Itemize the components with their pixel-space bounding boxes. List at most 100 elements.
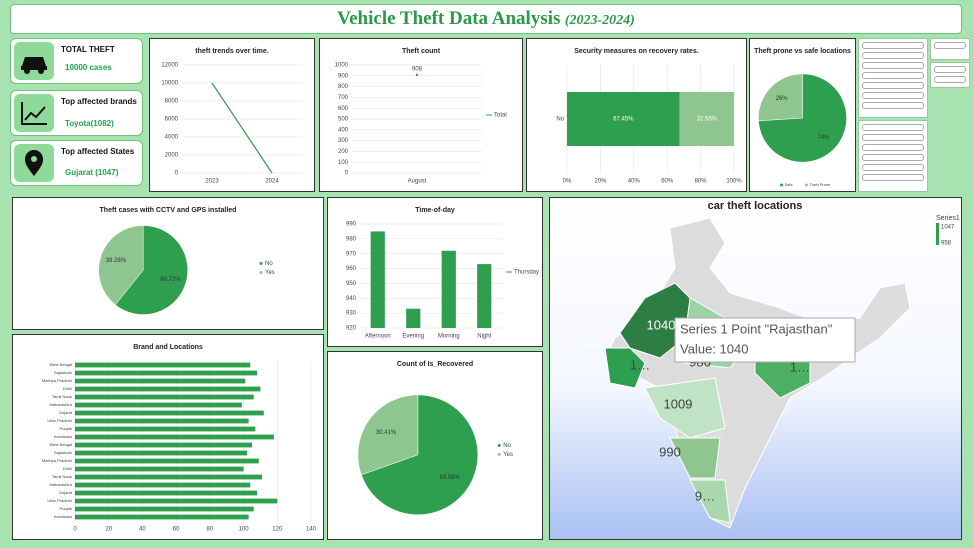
panel: Theft cases with CCTV and GPS installed 6… [12, 197, 324, 330]
bar [75, 458, 259, 464]
legend-label: Safe [785, 182, 794, 187]
chart-title: Count of Is_Recovered [397, 361, 473, 368]
pin-icon [14, 144, 54, 182]
panel: Security measures on recovery rates. 0% 20… [526, 38, 747, 192]
slicer[interactable] [858, 120, 928, 192]
car-icon [14, 42, 54, 80]
kpi-card: TOTAL THEFT 10000 cases [10, 38, 143, 84]
map-label: 9… [695, 488, 715, 503]
x-tick-label: 80 [207, 527, 214, 533]
y-tick-label: 6000 [165, 117, 179, 123]
x-tick-label: 0 [73, 527, 77, 533]
bar [567, 92, 680, 146]
bar [75, 418, 249, 424]
legend-scale [936, 223, 939, 245]
bar [75, 426, 256, 432]
x-tick-label: 100% [726, 179, 742, 185]
y-tick-label: 800 [338, 84, 349, 90]
map-label: 1009 [664, 396, 693, 411]
legend-swatch [497, 453, 501, 456]
slicer[interactable] [858, 38, 928, 118]
x-tick-label: 20 [105, 527, 112, 533]
panel: Count of Is_Recovered 69.59% No 30.41% Yes [327, 351, 543, 540]
chart-title: Theft cases with CCTV and GPS installed [100, 207, 237, 214]
kpi-label: TOTAL THEFT [61, 45, 115, 54]
bar [75, 514, 249, 520]
slicer[interactable] [930, 62, 970, 88]
legend-label: No [503, 443, 511, 449]
map-label: 1040 [647, 317, 676, 332]
bar [75, 466, 244, 472]
map: car theft locations 1040 958 986 1… 1… 1… [604, 200, 960, 529]
y-tick-label: West Bengal [49, 362, 72, 367]
y-tick-label: Rajasthan [54, 450, 72, 455]
legend-label: No [265, 261, 273, 267]
panel: Time-of-day 920 930 940 950 960 970 980 990 After… [327, 197, 543, 347]
bar [75, 378, 246, 384]
y-tick-label: Gujarat [59, 410, 73, 415]
y-tick-label: 10000 [161, 81, 178, 87]
data-label: 30.41% [376, 430, 397, 436]
map-label: 1… [790, 359, 810, 374]
map-region [644, 377, 726, 439]
kpi-label: Top affected brands [61, 97, 137, 106]
kpi-value: Gujarat (1047) [65, 168, 119, 177]
legend-label: Theft Prone [810, 182, 832, 187]
x-tick-label: 2024 [265, 179, 279, 185]
pie-slice [357, 394, 419, 476]
x-tick-label: 40% [628, 179, 641, 185]
panel: Brand and Locations 0 20 40 60 80 100 120 140 Wes… [12, 334, 324, 540]
bar [75, 362, 251, 368]
kpi-value: 10000 cases [65, 63, 112, 72]
x-tick-label: Evening [402, 334, 424, 340]
y-tick-label: 940 [346, 296, 357, 302]
data-label: 32.55% [697, 117, 718, 123]
map-region [619, 282, 691, 359]
line [211, 82, 273, 174]
chart: Security measures on recovery rates. 0% 20… [556, 48, 742, 185]
tooltip [674, 317, 856, 363]
bar [75, 386, 261, 392]
y-tick-label: Uttar Pradesh [47, 498, 72, 503]
x-tick-label: 60% [661, 179, 674, 185]
y-tick-label: 400 [338, 127, 349, 133]
map-panel: car theft locations 1040 958 986 1… 1… 1… [549, 197, 962, 540]
chart: Theft prone vs safe locations 74% Safe 26% T… [754, 48, 851, 187]
y-tick-label: 970 [346, 251, 357, 257]
chart-title: Brand and Locations [133, 344, 203, 351]
y-tick-label: Gujarat [59, 490, 73, 495]
kpi-card: Top affected States Gujarat (1047) [10, 140, 143, 186]
bar [441, 250, 456, 328]
panel: Theft count 0 100 200 300 400 500 600 700 800 900 1… [319, 38, 523, 192]
y-tick-label: Maharashtra [50, 402, 73, 407]
y-tick-label: 12000 [161, 63, 178, 69]
y-tick-label: West Bengal [49, 442, 72, 447]
slicer[interactable] [930, 38, 970, 60]
x-tick-label: 40 [139, 527, 146, 533]
chart-title: theft trends over time. [195, 48, 269, 55]
bar [75, 434, 274, 440]
legend-label: Yes [265, 270, 275, 276]
x-tick-label: 140 [306, 527, 317, 533]
chart-title: Security measures on recovery rates. [574, 48, 699, 55]
x-tick-label: 20% [594, 179, 607, 185]
y-tick-label: Uttar Pradesh [47, 418, 72, 423]
y-tick-label: 8000 [165, 99, 179, 105]
y-tick-label: Tamil Nadu [52, 474, 72, 479]
x-tick-label: Afternoon [365, 334, 391, 340]
point [415, 73, 419, 77]
bar [75, 402, 242, 408]
bar [370, 231, 385, 328]
x-tick-label: 2023 [205, 179, 219, 185]
chart: Time-of-day 920 930 940 950 960 970 980 990 After… [346, 207, 539, 340]
data-label: 60.72% [160, 277, 181, 283]
y-tick-label: 4000 [165, 135, 179, 141]
chart-title: Time-of-day [415, 207, 455, 214]
y-tick-label: 600 [338, 106, 349, 112]
x-tick-label: Morning [438, 334, 460, 340]
y-tick-label: No [556, 117, 564, 123]
y-tick-label: Punjab [60, 506, 73, 511]
chart-title: Theft count [402, 48, 441, 55]
x-tick-label: 0% [563, 179, 572, 185]
y-tick-label: Punjab [60, 426, 73, 431]
